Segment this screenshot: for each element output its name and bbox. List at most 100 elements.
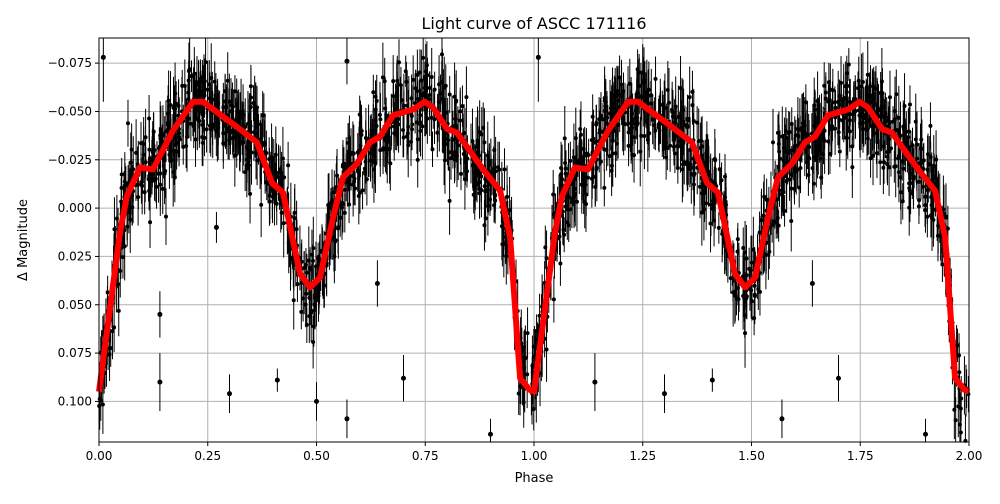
data-point [602, 185, 607, 190]
data-point [570, 196, 575, 201]
data-point [803, 100, 808, 105]
data-point [371, 90, 376, 95]
outlier-point [592, 379, 598, 385]
data-point [456, 143, 461, 148]
data-point [675, 165, 680, 170]
data-point [887, 95, 892, 100]
data-point [685, 118, 690, 123]
data-point [160, 186, 165, 191]
data-point [420, 124, 425, 129]
data-point [450, 137, 455, 142]
data-point [579, 182, 584, 187]
data-point [139, 180, 144, 185]
y-tick-label: −0.075 [48, 56, 92, 70]
y-tick-label: −0.025 [48, 153, 92, 167]
data-point [585, 175, 590, 180]
data-point [638, 94, 643, 99]
data-point [887, 165, 892, 170]
data-point [775, 215, 780, 220]
data-point [196, 80, 201, 85]
data-point [801, 119, 806, 124]
data-point [923, 208, 928, 213]
data-point [597, 127, 602, 132]
data-point [723, 174, 728, 179]
data-point [885, 162, 890, 167]
data-point [637, 70, 642, 75]
data-point [594, 167, 599, 172]
data-point [312, 302, 317, 307]
data-point [609, 168, 614, 173]
data-point [812, 103, 817, 108]
data-point [223, 99, 228, 104]
outlier-point [274, 377, 280, 383]
data-point [692, 171, 697, 176]
outlier-point [836, 375, 841, 381]
data-point [198, 89, 203, 94]
data-point [173, 106, 178, 111]
data-point [205, 87, 210, 92]
outlier-point [213, 224, 219, 230]
data-point [680, 167, 685, 172]
data-point [735, 249, 740, 254]
data-point [861, 120, 866, 125]
outlier-point [401, 375, 406, 381]
axis-ticks: 0.00 0.25 0.50 0.75 1.00 1.25 1.50 1.75 2.00 −0.0… [48, 56, 983, 463]
data-point [429, 115, 434, 120]
data-point [784, 179, 789, 184]
data-point [648, 101, 653, 106]
data-point [424, 63, 429, 68]
data-point [307, 265, 312, 270]
outlier-point [779, 416, 785, 422]
data-point [878, 160, 883, 165]
data-point [260, 141, 265, 146]
data-point [583, 182, 588, 187]
data-point [616, 98, 621, 103]
data-point [957, 353, 962, 358]
data-point [444, 110, 449, 115]
data-point [881, 160, 886, 165]
data-point [488, 197, 493, 202]
data-point [931, 207, 936, 212]
data-point [789, 172, 794, 177]
data-point [100, 402, 105, 407]
data-point [307, 295, 312, 300]
outlier-point [809, 280, 815, 286]
data-point [200, 75, 205, 80]
data-point [353, 186, 358, 191]
data-point [303, 302, 308, 307]
data-point [147, 147, 152, 152]
data-point [259, 202, 264, 207]
data-point [371, 167, 376, 172]
data-point [544, 347, 549, 352]
data-point [370, 158, 375, 163]
data-point [752, 283, 757, 288]
data-point [800, 128, 805, 133]
data-point [682, 123, 687, 128]
data-point [558, 261, 563, 266]
data-point [292, 210, 297, 215]
data-point [454, 98, 459, 103]
outlier-point [344, 58, 350, 64]
data-point [786, 130, 791, 135]
data-point [744, 296, 749, 301]
data-point [481, 125, 486, 130]
data-point [907, 129, 912, 134]
data-point [409, 139, 414, 144]
data-point [280, 156, 285, 161]
data-point [447, 92, 452, 97]
data-point [363, 169, 368, 174]
data-point [789, 121, 794, 126]
data-point [728, 276, 733, 281]
data-point [264, 150, 269, 155]
data-point [279, 210, 284, 215]
data-point [225, 78, 230, 83]
data-point [447, 198, 452, 203]
data-point [398, 83, 403, 88]
data-point [364, 177, 369, 182]
data-point [929, 194, 934, 199]
data-point [495, 165, 500, 170]
data-point [314, 297, 319, 302]
data-point [681, 107, 686, 112]
data-point [447, 150, 452, 155]
